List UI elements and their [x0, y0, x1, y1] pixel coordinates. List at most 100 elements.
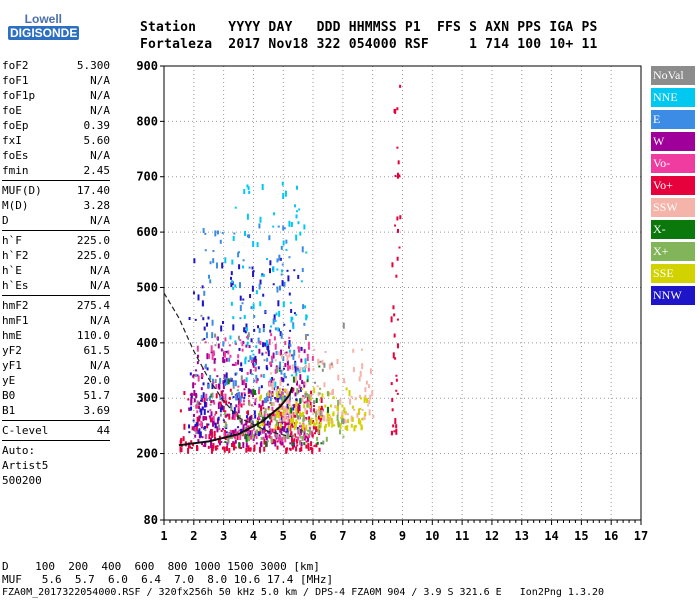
- echo-point: [212, 249, 215, 252]
- echo-point: [207, 445, 210, 449]
- echo-point: [290, 431, 293, 436]
- echo-point: [295, 185, 298, 190]
- echo-point: [240, 367, 243, 372]
- echo-point: [229, 429, 232, 433]
- echo-point: [292, 376, 295, 383]
- ionogram-chart: 1 2 3 4 5 6 7 8 9 10 11 12 13 14 15 16 17802003004005006…: [136, 59, 648, 543]
- echo-point: [214, 379, 217, 384]
- echo-point: [258, 223, 261, 229]
- echo-point: [262, 416, 265, 420]
- echo-point: [286, 416, 289, 423]
- echo-point: [229, 335, 232, 340]
- echo-point: [272, 266, 275, 273]
- echo-point: [182, 436, 185, 440]
- echo-point: [187, 398, 190, 401]
- echo-point: [341, 414, 344, 419]
- echo-point: [209, 418, 212, 423]
- echo-point: [204, 363, 207, 369]
- echo-point: [268, 390, 271, 395]
- echo-point: [274, 416, 277, 421]
- echo-point: [300, 442, 303, 447]
- echo-point: [350, 423, 353, 428]
- echo-point: [216, 375, 219, 378]
- echo-point: [279, 419, 282, 422]
- echo-point: [232, 430, 235, 437]
- echo-point: [227, 378, 230, 385]
- echo-point: [192, 444, 195, 447]
- echo-point: [361, 418, 364, 421]
- echo-point: [363, 413, 366, 420]
- auto-line2: Artist5: [2, 459, 49, 472]
- echo-point: [232, 441, 235, 444]
- header-labels: Station YYYY DAY DDD HHMMSS P1 FFS S AXN…: [140, 20, 598, 35]
- echo-point: [253, 410, 256, 415]
- echo-point: [312, 411, 315, 414]
- echo-point: [306, 402, 309, 408]
- echo-point: [271, 376, 274, 381]
- echo-point: [295, 313, 298, 316]
- echo-point: [308, 416, 311, 423]
- echo-point: [305, 444, 308, 449]
- echo-point: [259, 301, 262, 307]
- echo-point: [196, 410, 199, 414]
- echo-point: [291, 354, 294, 357]
- echo-point: [293, 312, 296, 315]
- echo-point: [255, 345, 258, 349]
- echo-point: [337, 405, 340, 412]
- echo-point: [285, 423, 288, 426]
- echo-point: [265, 423, 268, 426]
- echo-point: [247, 186, 250, 191]
- echo-point: [279, 397, 282, 400]
- echo-point: [315, 426, 318, 433]
- echo-point: [332, 396, 335, 400]
- echo-point: [194, 383, 197, 386]
- echo-point: [222, 380, 225, 385]
- echo-point: [284, 353, 287, 357]
- echo-point: [329, 404, 332, 408]
- echo-point: [224, 410, 227, 413]
- echo-point: [232, 286, 235, 290]
- echo-point: [364, 387, 367, 393]
- echo-point: [237, 252, 240, 258]
- echo-point: [292, 434, 295, 438]
- echo-point: [239, 367, 242, 371]
- echo-point: [212, 350, 215, 357]
- echo-point: [219, 398, 222, 401]
- echo-point: [276, 367, 279, 374]
- echo-point: [269, 402, 272, 405]
- profile-curve: [178, 386, 294, 447]
- echo-point: [197, 401, 200, 406]
- echo-point: [318, 425, 321, 429]
- echo-point: [188, 431, 191, 434]
- echo-point: [279, 361, 282, 368]
- echo-point: [216, 447, 219, 450]
- echo-point: [209, 415, 212, 420]
- echo-point: [369, 394, 372, 400]
- echo-point: [223, 379, 226, 386]
- echo-point: [279, 423, 282, 429]
- echo-point: [249, 369, 252, 375]
- echo-point: [315, 443, 318, 448]
- echo-point: [191, 426, 194, 431]
- echo-point: [322, 416, 325, 421]
- echo-point: [214, 358, 217, 361]
- echo-point: [396, 146, 399, 149]
- echo-point: [357, 409, 360, 416]
- echo-point: [278, 416, 281, 419]
- echo-point: [219, 377, 222, 384]
- echo-point: [255, 442, 258, 445]
- echo-point: [319, 421, 322, 428]
- y-tick-label: 300: [136, 391, 158, 405]
- echo-point: [291, 442, 294, 447]
- echo-point: [283, 408, 286, 413]
- echo-point: [212, 416, 215, 422]
- echo-point: [238, 282, 241, 289]
- echo-point: [252, 437, 255, 442]
- echo-point: [257, 366, 260, 370]
- echo-point: [262, 342, 265, 348]
- echo-point: [346, 413, 349, 416]
- y-tick-label: 900: [136, 59, 158, 73]
- echo-point: [201, 396, 204, 402]
- param-key: h`Es: [2, 279, 29, 292]
- echo-point: [393, 313, 396, 317]
